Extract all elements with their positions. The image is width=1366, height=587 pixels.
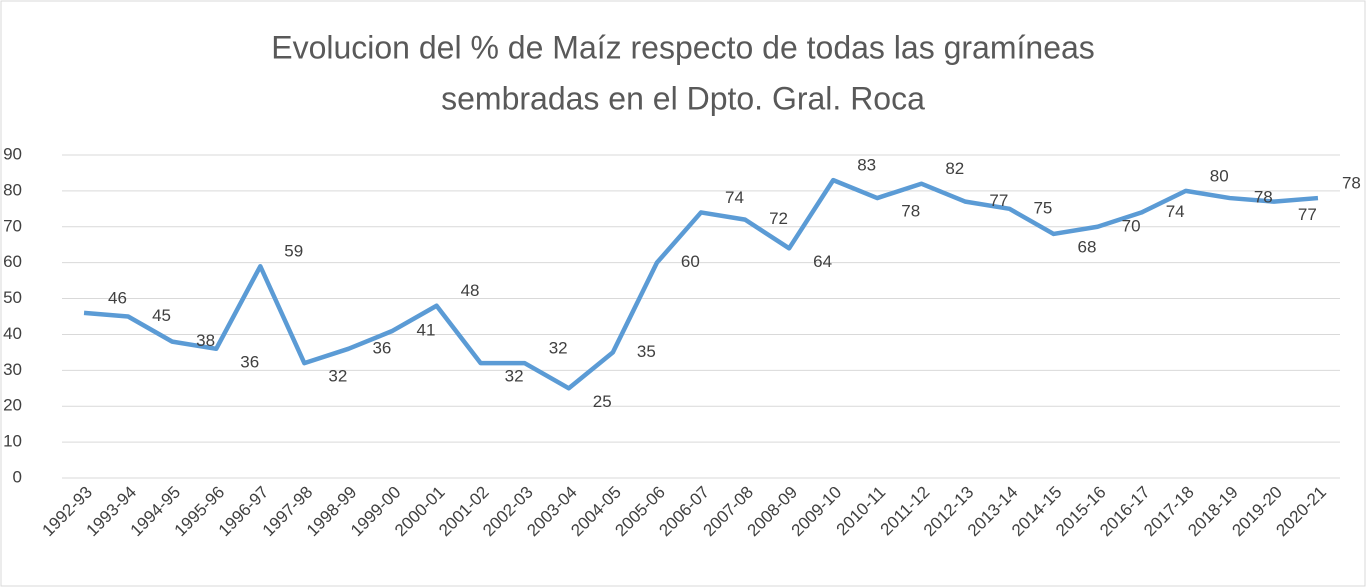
- data-label: 36: [240, 352, 259, 371]
- data-label: 77: [1298, 205, 1317, 224]
- y-tick-label: 10: [3, 432, 22, 451]
- data-label: 41: [417, 320, 436, 339]
- data-label: 32: [549, 339, 568, 358]
- data-label: 25: [593, 392, 612, 411]
- data-label: 75: [1033, 198, 1052, 217]
- data-label: 78: [1254, 188, 1273, 207]
- data-label: 38: [196, 331, 215, 350]
- data-label: 78: [1342, 174, 1361, 193]
- data-label: 82: [945, 159, 964, 178]
- y-tick-label: 50: [3, 288, 22, 307]
- y-tick-label: 60: [3, 252, 22, 271]
- data-label: 46: [108, 288, 127, 307]
- chart-title: sembradas en el Dpto. Gral. Roca: [441, 80, 925, 116]
- data-label: 74: [725, 188, 744, 207]
- data-label: 72: [769, 209, 788, 228]
- y-tick-label: 0: [13, 467, 22, 486]
- data-label: 83: [857, 156, 876, 175]
- chart-title: Evolucion del % de Maíz respecto de toda…: [271, 29, 1095, 65]
- data-label: 64: [813, 252, 832, 271]
- data-label: 59: [284, 242, 303, 261]
- y-tick-label: 20: [3, 396, 22, 415]
- data-label: 74: [1166, 202, 1185, 221]
- y-tick-label: 80: [3, 180, 22, 199]
- data-label: 68: [1078, 237, 1097, 256]
- data-label: 78: [901, 202, 920, 221]
- data-line: [83, 177, 1319, 391]
- data-label: 48: [461, 281, 480, 300]
- data-label: 35: [637, 342, 656, 361]
- data-label: 32: [505, 367, 524, 386]
- data-label: 80: [1210, 166, 1229, 185]
- y-tick-label: 70: [3, 216, 22, 235]
- data-label: 60: [681, 252, 700, 271]
- data-label: 36: [372, 338, 391, 357]
- data-label: 45: [152, 306, 171, 325]
- y-tick-label: 30: [3, 360, 22, 379]
- data-label: 77: [989, 191, 1008, 210]
- data-label: 70: [1122, 216, 1141, 235]
- data-label: 32: [328, 367, 347, 386]
- y-tick-label: 40: [3, 324, 22, 343]
- y-tick-label: 90: [3, 144, 22, 163]
